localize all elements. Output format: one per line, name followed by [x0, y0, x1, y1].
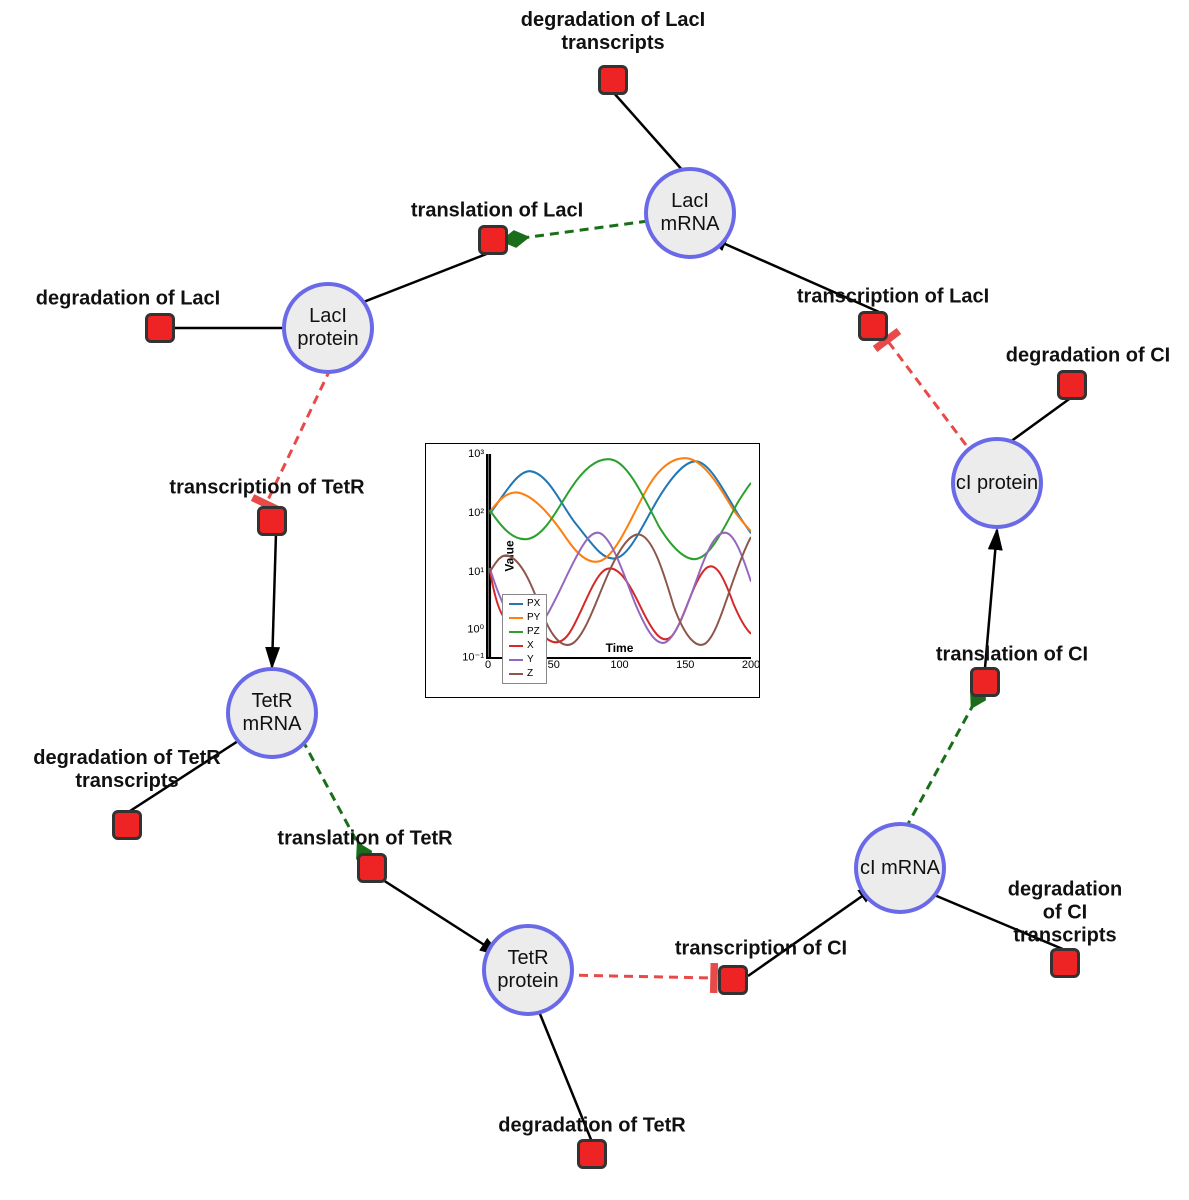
- node-label-cI-mrna: cI mRNA: [860, 857, 940, 880]
- reaction-transcription-tetR[interactable]: [257, 506, 287, 536]
- node-lacI-protein[interactable]: LacI protein: [282, 282, 374, 374]
- chart-ytick-2: 10²: [468, 507, 484, 519]
- chart-ytick-neg1: 10⁻¹: [462, 651, 484, 664]
- timeseries-chart-inset: Value Time 10³ 10² 10¹ 10⁰ 10⁻¹ 0 50 100…: [425, 443, 760, 698]
- node-tetR-mrna[interactable]: TetR mRNA: [226, 667, 318, 759]
- node-label-lacI-mrna: LacI mRNA: [648, 190, 732, 236]
- chart-legend: PX PY PZ X Y: [502, 594, 547, 684]
- node-label-tetR-protein: TetR protein: [486, 947, 570, 993]
- chart-xtick-200: 200: [742, 659, 760, 671]
- reaction-label-transcription-cI: transcription of CI: [675, 938, 847, 961]
- reaction-deg-cI-transcripts[interactable]: [1050, 948, 1080, 978]
- chart-ytick-1: 10¹: [468, 566, 484, 578]
- chart-xtick-150: 150: [676, 659, 694, 671]
- reaction-label-translation-cI: translation of CI: [936, 644, 1088, 667]
- node-tetR-protein[interactable]: TetR protein: [482, 924, 574, 1016]
- reaction-translation-cI[interactable]: [970, 667, 1000, 697]
- reaction-label-deg-cI-transcripts: degradation of CI transcripts: [1003, 879, 1127, 948]
- chart-ytick-0: 10⁰: [467, 622, 484, 635]
- reaction-label-translation-tetR: translation of TetR: [277, 828, 452, 851]
- reaction-translation-lacI[interactable]: [478, 225, 508, 255]
- legend-entry-PX: PX: [509, 597, 540, 611]
- reaction-label-deg-lacI: degradation of LacI: [36, 288, 220, 311]
- legend-entry-PZ: PZ: [509, 625, 540, 639]
- reaction-deg-cI[interactable]: [1057, 370, 1087, 400]
- chart-xtick-50: 50: [548, 659, 560, 671]
- chart-plot-area: Value Time 10³ 10² 10¹ 10⁰ 10⁻¹ 0 50 100…: [486, 454, 751, 659]
- reaction-deg-lacI-transcripts[interactable]: [598, 65, 628, 95]
- legend-entry-X: X: [509, 639, 540, 653]
- reaction-transcription-lacI[interactable]: [858, 311, 888, 341]
- node-label-tetR-mrna: TetR mRNA: [230, 690, 314, 736]
- reaction-label-translation-lacI: translation of LacI: [411, 200, 583, 223]
- node-cI-protein[interactable]: cI protein: [951, 437, 1043, 529]
- chart-xtick-0: 0: [485, 659, 491, 671]
- repressilator-diagram: LacI mRNA LacI protein TetR mRNA TetR pr…: [0, 0, 1189, 1200]
- reaction-label-deg-tetR-transcripts: degradation of TetR transcripts: [33, 747, 220, 793]
- reaction-label-deg-lacI-transcripts: degradation of LacI transcripts: [521, 9, 705, 55]
- reaction-label-deg-cI: degradation of CI: [1006, 345, 1170, 368]
- reaction-translation-tetR[interactable]: [357, 853, 387, 883]
- reaction-label-deg-tetR: degradation of TetR: [498, 1115, 685, 1138]
- reaction-label-transcription-lacI: transcription of LacI: [797, 286, 989, 309]
- legend-entry-Z: Z: [509, 667, 540, 681]
- legend-entry-PY: PY: [509, 611, 540, 625]
- reaction-label-transcription-tetR: transcription of TetR: [169, 477, 364, 500]
- reaction-transcription-cI[interactable]: [718, 965, 748, 995]
- chart-ytick-3: 10³: [468, 448, 484, 460]
- node-label-lacI-protein: LacI protein: [286, 305, 370, 351]
- node-lacI-mrna[interactable]: LacI mRNA: [644, 167, 736, 259]
- reaction-deg-tetR-transcripts[interactable]: [112, 810, 142, 840]
- node-label-cI-protein: cI protein: [956, 472, 1038, 495]
- reaction-deg-lacI[interactable]: [145, 313, 175, 343]
- chart-xtick-100: 100: [610, 659, 628, 671]
- legend-entry-Y: Y: [509, 653, 540, 667]
- node-cI-mrna[interactable]: cI mRNA: [854, 822, 946, 914]
- reaction-deg-tetR[interactable]: [577, 1139, 607, 1169]
